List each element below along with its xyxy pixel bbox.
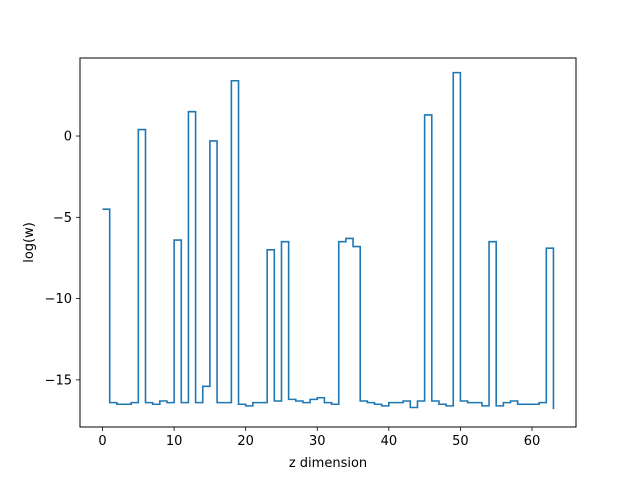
x-tick-label-30: 30 [309, 434, 326, 449]
x-tick-label-0: 0 [98, 434, 106, 449]
y-tick-label--10: −10 [45, 292, 72, 307]
plot-area [102, 71, 555, 410]
x-tick-label-40: 40 [381, 434, 398, 449]
y-axis-label: log(w) [22, 222, 37, 263]
series-line-0 [102, 71, 555, 410]
x-tick-label-10: 10 [166, 434, 183, 449]
y-tick-label--15: −15 [45, 373, 72, 388]
x-tick-label-50: 50 [452, 434, 469, 449]
y-axis-ticks: −15 −10 −5 0 [45, 130, 80, 388]
x-axis-label: z dimension [289, 456, 367, 471]
y-tick-label--5: −5 [53, 211, 72, 226]
y-tick-label-0: 0 [64, 130, 72, 145]
x-tick-label-20: 20 [237, 434, 254, 449]
axes-frame [79, 57, 577, 428]
x-axis-ticks: 0 10 20 30 40 50 60 [98, 427, 540, 449]
x-tick-label-60: 60 [524, 434, 541, 449]
